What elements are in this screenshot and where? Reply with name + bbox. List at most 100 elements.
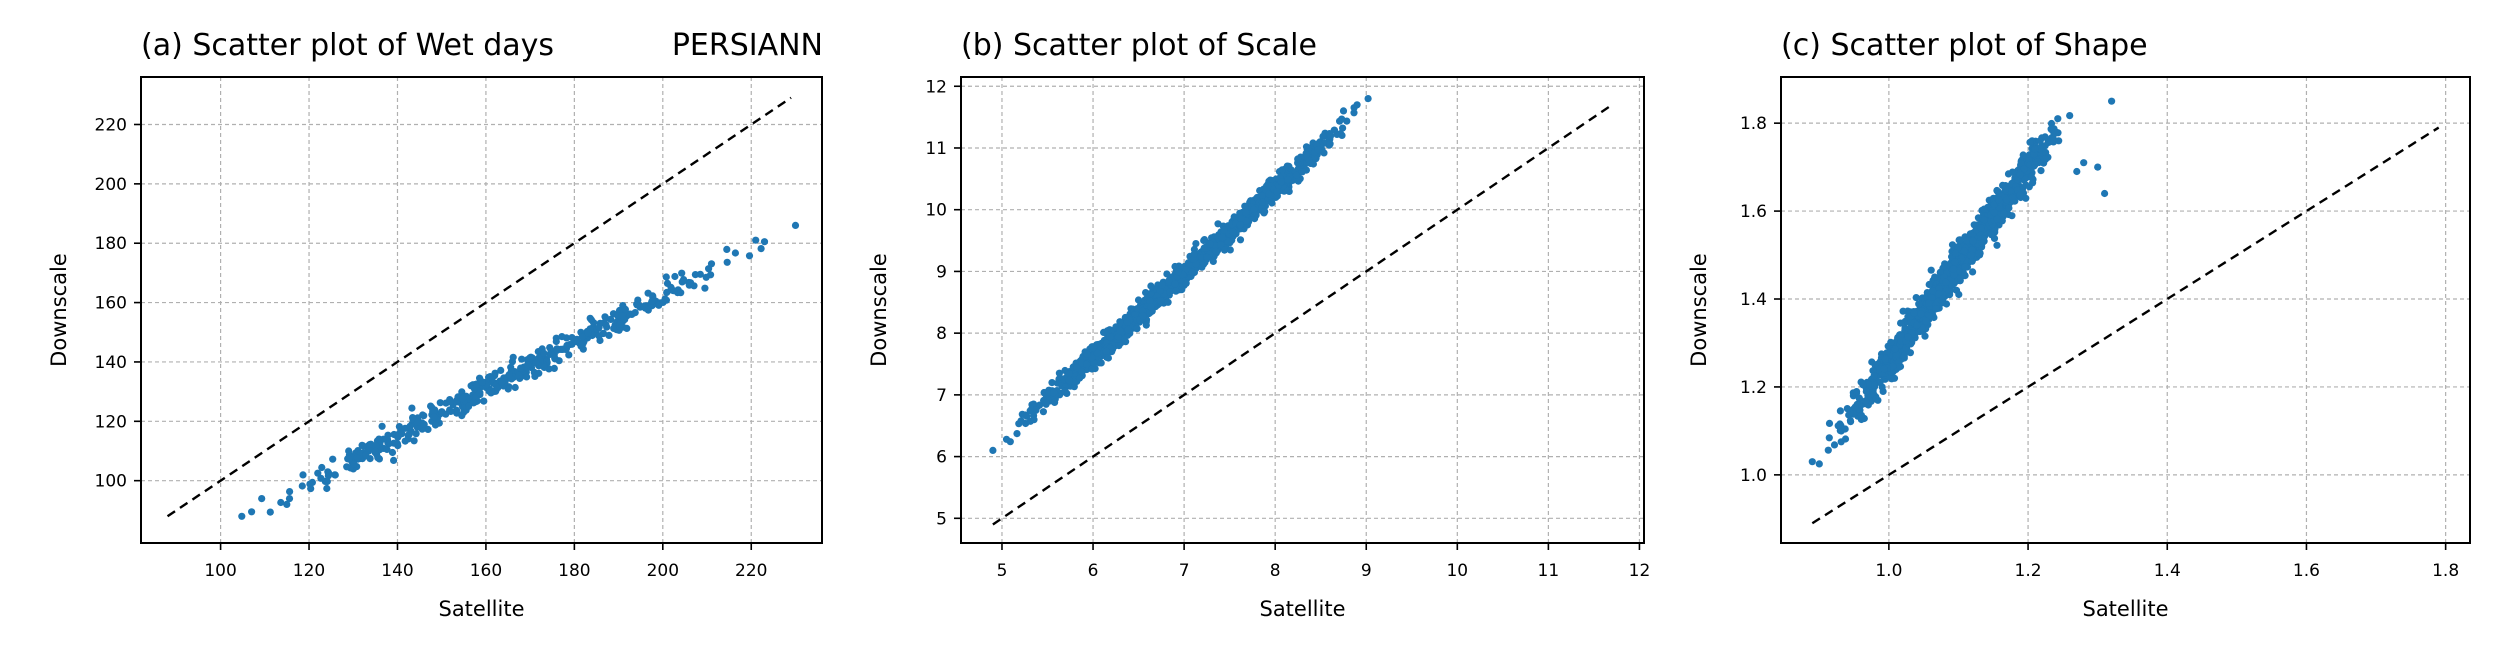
scatter-point	[595, 323, 603, 331]
one-to-one-reference-line	[1811, 126, 2440, 525]
scatter-point	[1142, 321, 1150, 329]
scatter-point	[1906, 349, 1914, 357]
scatter-point	[1925, 299, 1933, 307]
scatter-point	[1338, 115, 1346, 123]
scatter-point	[1102, 347, 1110, 355]
scatter-point	[1836, 407, 1844, 415]
scatter-point	[1891, 345, 1899, 353]
scatter-point	[1896, 331, 1905, 339]
scatter-point	[412, 430, 420, 438]
scatter-point	[1353, 101, 1361, 109]
scatter-point	[1921, 332, 1929, 340]
scatter-point	[1083, 350, 1091, 358]
scatter-point	[1915, 300, 1923, 308]
panel-title: (b) Scatter plot of Scale	[961, 28, 1317, 63]
x-axis-label: Satellite	[2082, 597, 2168, 621]
scatter-points	[238, 221, 800, 520]
scatter-point	[2101, 189, 2109, 198]
scatter-point	[509, 353, 517, 361]
scatter-point	[1294, 155, 1302, 163]
scatter-point	[691, 271, 700, 279]
x-tick-label: 160	[470, 561, 502, 581]
scatter-point	[1236, 221, 1244, 229]
scatter-point	[331, 471, 339, 479]
scatter-point	[1969, 237, 1977, 245]
x-tick-label: 220	[735, 561, 767, 581]
scatter-point	[623, 324, 631, 332]
scatter-point	[286, 488, 294, 496]
scatter-point	[1188, 268, 1196, 276]
scatter-point	[1948, 241, 1957, 249]
scatter-point	[374, 454, 382, 462]
scatter-point	[1925, 312, 1933, 320]
scatter-point	[1237, 215, 1245, 224]
scatter-point	[1967, 251, 1975, 259]
scatter-point	[2020, 165, 2028, 173]
scatter-point	[2051, 129, 2059, 137]
scatter-point	[563, 341, 571, 350]
scatter-point	[1325, 130, 1334, 138]
scatter-point	[1156, 297, 1165, 305]
scatter-point	[517, 364, 525, 372]
scatter-point	[2036, 137, 2044, 145]
scatter-point	[1250, 205, 1258, 213]
scatter-point	[2094, 163, 2102, 171]
scatter-point	[1918, 324, 1926, 332]
scatter-point	[2041, 155, 2049, 163]
scatter-point	[1190, 250, 1198, 258]
scatter-point	[2022, 194, 2030, 202]
scatter-point	[1076, 374, 1084, 382]
scatter-point	[1975, 250, 1983, 258]
scatter-point	[540, 363, 548, 371]
scatter-point	[1139, 312, 1147, 320]
scatter-point	[1990, 209, 1998, 217]
scatter-point	[526, 354, 534, 362]
scatter-point	[1881, 355, 1889, 363]
scatter-point	[1938, 299, 1946, 307]
scatter-point	[1051, 398, 1059, 406]
scatter-point	[677, 289, 685, 297]
scatter-point	[390, 456, 398, 464]
scatter-point	[420, 420, 428, 428]
scatter-point	[1960, 247, 1968, 255]
scatter-point	[248, 508, 256, 516]
scatter-point	[1870, 381, 1878, 389]
scatter-point	[584, 329, 592, 337]
scatter-point	[413, 418, 422, 426]
scatter-point	[505, 371, 513, 379]
one-to-one-reference-line	[166, 96, 792, 518]
scatter-point	[2031, 161, 2039, 169]
scatter-point	[395, 423, 403, 431]
scatter-point	[371, 447, 379, 455]
scatter-point	[1824, 446, 1832, 454]
scatter-point	[1163, 270, 1171, 278]
scatter-point	[586, 314, 594, 322]
scatter-point	[1876, 378, 1884, 386]
scatter-point	[1013, 430, 1021, 438]
scatter-point	[2054, 115, 2062, 123]
scatter-point	[2066, 112, 2074, 120]
scatter-point	[599, 329, 608, 337]
x-tick-label: 140	[381, 561, 413, 581]
x-tick-label: 200	[647, 561, 679, 581]
scatter-point	[1100, 328, 1108, 336]
x-tick-label: 12	[1629, 561, 1651, 581]
scatter-point	[1220, 226, 1228, 234]
scatter-point	[1950, 271, 1958, 279]
scatter-point	[1104, 354, 1112, 362]
scatter-point	[1065, 376, 1073, 385]
scatter-point	[1339, 124, 1347, 132]
scatter-point	[1050, 389, 1058, 397]
scatter-point	[424, 425, 432, 433]
scatter-point	[1855, 394, 1863, 402]
scatter-point	[1929, 287, 1937, 295]
scatter-point	[446, 398, 454, 406]
scatter-point	[1106, 333, 1114, 341]
scatter-point	[375, 435, 383, 443]
scatter-point	[480, 397, 488, 405]
scatter-point	[745, 252, 754, 260]
scatter-point	[1963, 237, 1971, 245]
scatter-point	[1935, 285, 1943, 293]
scatter-point	[1922, 317, 1930, 325]
scatter-point	[1825, 419, 1834, 427]
